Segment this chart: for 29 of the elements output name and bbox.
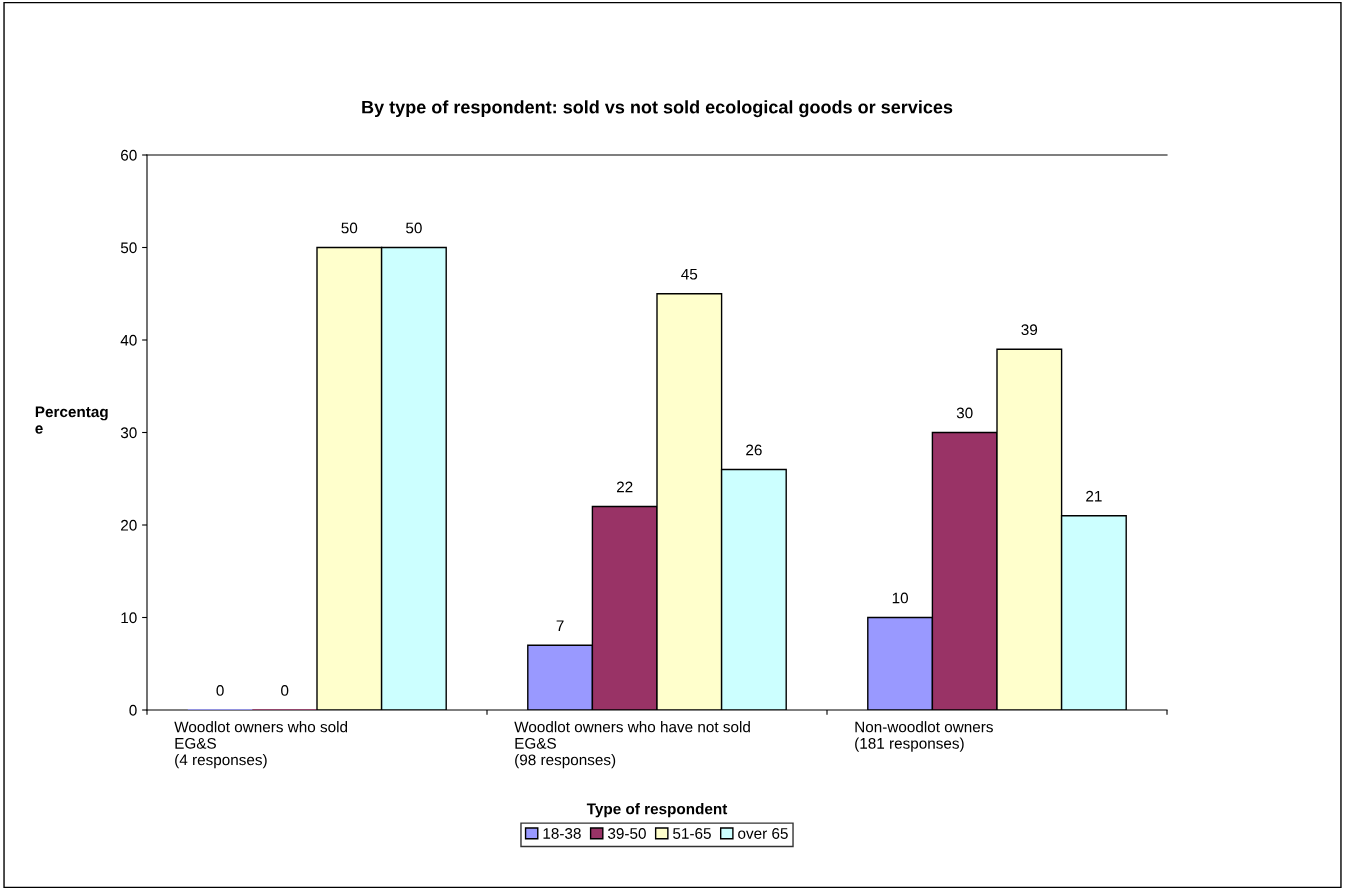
data-label: 39	[1021, 324, 1038, 336]
x-tick-label: Non-woodlot owners (181 responses)	[855, 721, 993, 752]
legend-label: 18-38	[543, 828, 581, 839]
x-axis-title: Type of respondent	[586, 803, 728, 818]
chart-title: By type of respondent: sold vs not sold ecological goods or services	[362, 100, 953, 118]
data-label: 50	[341, 222, 358, 234]
y-tick-label: 0	[129, 704, 137, 716]
data-label: 7	[556, 620, 564, 631]
y-axis-title: Percentag e	[35, 406, 108, 434]
data-label: 0	[216, 685, 224, 696]
y-tick-label: 60	[121, 149, 137, 161]
data-label: 22	[616, 481, 633, 493]
data-label: 0	[281, 685, 289, 696]
y-tick-label: 30	[120, 427, 137, 439]
data-label: 50	[406, 222, 422, 234]
y-tick-label: 20	[121, 519, 137, 531]
data-label: 45	[681, 268, 698, 280]
x-tick-label: Woodlot owners who have not sold EG&S (98 responses)	[514, 721, 750, 769]
legend-label: 39-50	[607, 828, 646, 839]
y-tick-label: 40	[120, 334, 137, 346]
legend-label: over 65	[738, 828, 788, 839]
data-label: 10	[892, 592, 908, 604]
legend-label: 51-65	[673, 828, 711, 839]
data-label: 30	[956, 407, 973, 419]
y-tick-label: 50	[120, 242, 137, 254]
x-tick-label: Woodlot owners who sold EG&S (4 responses)	[174, 721, 348, 769]
y-tick-label: 10	[121, 612, 137, 624]
data-label: 26	[746, 444, 762, 456]
data-label: 21	[1086, 490, 1102, 502]
